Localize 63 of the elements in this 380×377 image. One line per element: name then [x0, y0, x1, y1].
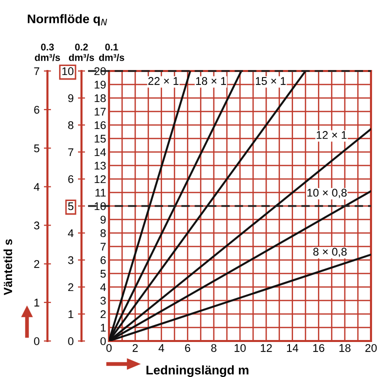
- y3-tick-label: 5: [34, 144, 40, 152]
- series-label: 15 × 1: [256, 77, 286, 85]
- y3-axis-title: 0.3 dm³/s: [34, 44, 60, 62]
- y3-tick-label: 4: [34, 183, 40, 191]
- y2-tick-label: 7: [68, 148, 74, 156]
- y3-tick-label: 0: [34, 337, 40, 346]
- x-tick-label: 0: [106, 344, 112, 352]
- series-label: 22 × 1: [148, 77, 178, 85]
- y-tick-label: 6: [100, 256, 106, 264]
- y-tick-label: 1: [100, 324, 106, 332]
- y2-tick-label: 10: [62, 67, 74, 76]
- x-tick-label: 10: [234, 344, 246, 352]
- y2-tick-label: 0: [68, 337, 74, 346]
- series-label: 12 × 1: [316, 131, 347, 139]
- x-tick-label: 14: [287, 344, 298, 352]
- y-tick-label: 3: [100, 296, 106, 305]
- x-tick-label: 2: [132, 344, 138, 352]
- y2-axis-title: 0.2 dm³/s: [68, 44, 94, 62]
- y-tick-label: 19: [94, 80, 106, 89]
- y3-tick-label: 7: [34, 67, 40, 76]
- x-tick-label: 4: [158, 344, 164, 352]
- x-tick-label: 18: [339, 344, 350, 352]
- y2-tick-label: 3: [68, 256, 74, 264]
- y-tick-label: 20: [94, 67, 106, 76]
- y-axis-title: 0.1 dm³/s: [99, 44, 124, 62]
- y2-tick-label: 2: [68, 283, 74, 292]
- y-tick-label: 11: [96, 188, 106, 197]
- text: Väntetid s: [4, 239, 12, 296]
- y-tick-label: 16: [94, 121, 106, 130]
- y2-tick-label: 1: [68, 310, 74, 318]
- y2-tick-label: 4: [68, 229, 74, 238]
- y2-tick-label: 8: [68, 121, 74, 130]
- series-label: 10 × 0,8: [307, 188, 347, 198]
- y-tick-label: 10: [94, 202, 106, 210]
- x-tick-label: 16: [313, 344, 324, 352]
- x-tick-label: 8: [211, 344, 216, 352]
- y2-tick-label: 9: [68, 94, 74, 102]
- x-tick-label: 6: [185, 344, 190, 352]
- x-tick-label: 20: [365, 344, 377, 352]
- x-tick-label: 12: [260, 344, 272, 352]
- y3-tick-label: 1: [34, 298, 40, 306]
- chart-title: Normflöde q$_{N}$: [28, 14, 108, 26]
- series-label: 8 × 0,8: [313, 248, 347, 257]
- y-tick-label: 8: [100, 229, 106, 238]
- y-tick-label: 14: [94, 148, 106, 156]
- y-tick-label: 2: [100, 310, 106, 318]
- y2-tick-label: 5: [68, 202, 74, 210]
- y-tick-label: 7: [100, 242, 106, 251]
- y-tick-label: 17: [94, 108, 106, 116]
- y-tick-label: 5: [100, 270, 106, 278]
- y3-tick-label: 6: [34, 106, 40, 114]
- y3-tick-label: 3: [34, 222, 40, 230]
- series-label: 18 × 1: [196, 77, 226, 85]
- y-tick-label: 4: [100, 283, 106, 292]
- y-tick-label: 13: [94, 162, 106, 170]
- y-tick-label: 0: [100, 337, 106, 346]
- y-tick-label: 9: [100, 216, 106, 224]
- y2-tick-label: 6: [68, 175, 74, 184]
- y3-tick-label: 2: [34, 260, 40, 268]
- y-tick-label: 15: [94, 134, 106, 143]
- x-axis-title: Ledningslängd m: [146, 365, 248, 377]
- y-tick-label: 12: [94, 175, 106, 184]
- y-tick-label: 18: [94, 94, 106, 102]
